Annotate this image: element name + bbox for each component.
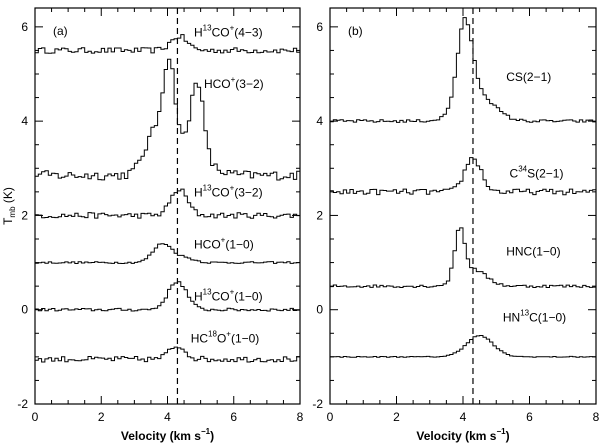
- y-axis-label-text: (K): [1, 187, 15, 206]
- series-label-text: CS(2−1): [506, 70, 551, 84]
- x-tick-label: 0: [327, 410, 334, 424]
- series-label-sup: +: [226, 330, 231, 339]
- series-label-text: (1−0): [231, 332, 259, 346]
- series-label-sup: +: [230, 287, 235, 296]
- series-label-sup: +: [221, 235, 226, 244]
- series-label-text: HCO: [204, 77, 231, 91]
- series-label-text: HCO: [194, 237, 221, 251]
- series-label-text: (4−3): [234, 25, 262, 39]
- spectrum-line: [330, 17, 596, 123]
- series-label-text: H: [194, 25, 203, 39]
- y-axis-label: Tmb (K): [1, 187, 17, 225]
- series-label-text: H: [194, 186, 203, 200]
- series-label-sup: 34: [518, 165, 527, 174]
- x-axis-label: Velocity (km s−1): [121, 427, 214, 443]
- y-tick-label: 6: [316, 20, 323, 34]
- spectrum-line: [35, 243, 300, 264]
- series-label-text: CO: [212, 289, 230, 303]
- x-tick-label: 4: [460, 410, 467, 424]
- y-tick-label: 2: [316, 208, 323, 222]
- spectrum-line: [35, 34, 300, 54]
- x-axis-label-text: Velocity (km s: [121, 429, 201, 443]
- series-label-sup: +: [230, 184, 235, 193]
- panel-label: (b): [348, 24, 363, 38]
- x-axis-label-exp: −1: [201, 427, 211, 436]
- x-axis-label-exp: −1: [496, 427, 506, 436]
- x-tick-label: 6: [230, 410, 237, 424]
- y-tick-label: 6: [21, 20, 28, 34]
- spectrum-line: [330, 157, 596, 196]
- x-tick-label: 2: [98, 410, 105, 424]
- x-axis-label-text: Velocity (km s: [416, 429, 496, 443]
- x-tick-label: 6: [526, 410, 533, 424]
- series-label-sup: 13: [203, 184, 212, 193]
- x-tick-label: 0: [32, 410, 39, 424]
- series-label: HNC(1−0): [506, 245, 560, 259]
- series-label-sup: 13: [520, 309, 529, 318]
- spectrum-line: [330, 335, 596, 358]
- series-label: HCO+(3−2): [204, 75, 264, 91]
- x-tick-label: 4: [164, 410, 171, 424]
- series-label-text: S(2−1): [527, 167, 563, 181]
- series-label-sup: 13: [203, 23, 212, 32]
- spectrum-line: [35, 188, 300, 219]
- series-label: CS(2−1): [506, 70, 551, 84]
- series-label: C34S(2−1): [510, 165, 564, 181]
- series-label-text: HC: [191, 332, 209, 346]
- y-tick-label: 2: [21, 208, 28, 222]
- series-label-text: C: [510, 167, 519, 181]
- x-tick-label: 2: [393, 410, 400, 424]
- x-axis-label: Velocity (km s−1): [416, 427, 509, 443]
- series-label: H13CO+(1−0): [194, 287, 263, 303]
- series-label-text: (3−2): [235, 77, 263, 91]
- spectrum-line: [35, 58, 300, 181]
- y-tick-label: 4: [21, 114, 28, 128]
- series-label-sup: 18: [208, 330, 217, 339]
- series-label-text: HN: [503, 311, 520, 325]
- y-tick-label: -2: [312, 397, 323, 411]
- series-label-text: C(1−0): [529, 311, 566, 325]
- series-label-text: (1−0): [234, 289, 262, 303]
- series-label-text: (1−0): [225, 237, 253, 251]
- y-axis-label-sub: mb: [8, 206, 17, 218]
- series-label-sup: 13: [203, 287, 212, 296]
- series-label-text: CO: [212, 25, 230, 39]
- spectrum-line: [35, 281, 300, 312]
- spectrum-line: [35, 346, 300, 363]
- series-label-sup: +: [231, 75, 236, 84]
- y-tick-label: 0: [21, 303, 28, 317]
- series-label-sup: +: [230, 23, 235, 32]
- x-tick-label: 8: [297, 410, 304, 424]
- y-tick-label: -2: [17, 397, 28, 411]
- series-label-text: HNC(1−0): [506, 245, 560, 259]
- y-axis-label-text: T: [1, 217, 15, 225]
- series-label: HCO+(1−0): [194, 235, 254, 251]
- spectrum-line: [330, 227, 596, 288]
- series-label: HC18O+(1−0): [191, 330, 260, 346]
- y-tick-label: 0: [316, 303, 323, 317]
- plot-frame: [329, 7, 597, 405]
- series-label: H13CO+(4−3): [194, 23, 263, 39]
- x-tick-label: 8: [593, 410, 600, 424]
- series-label-text: O: [217, 332, 226, 346]
- y-tick-label: 4: [316, 114, 323, 128]
- panel-label: (a): [53, 24, 68, 38]
- series-label-text: (3−2): [234, 186, 262, 200]
- x-axis-label-text: ): [506, 429, 510, 443]
- series-label: H13CO+(3−2): [194, 184, 263, 200]
- series-label: HN13C(1−0): [503, 309, 566, 325]
- series-label-text: CO: [212, 186, 230, 200]
- x-axis-label-text: ): [210, 429, 214, 443]
- series-label-text: H: [194, 289, 203, 303]
